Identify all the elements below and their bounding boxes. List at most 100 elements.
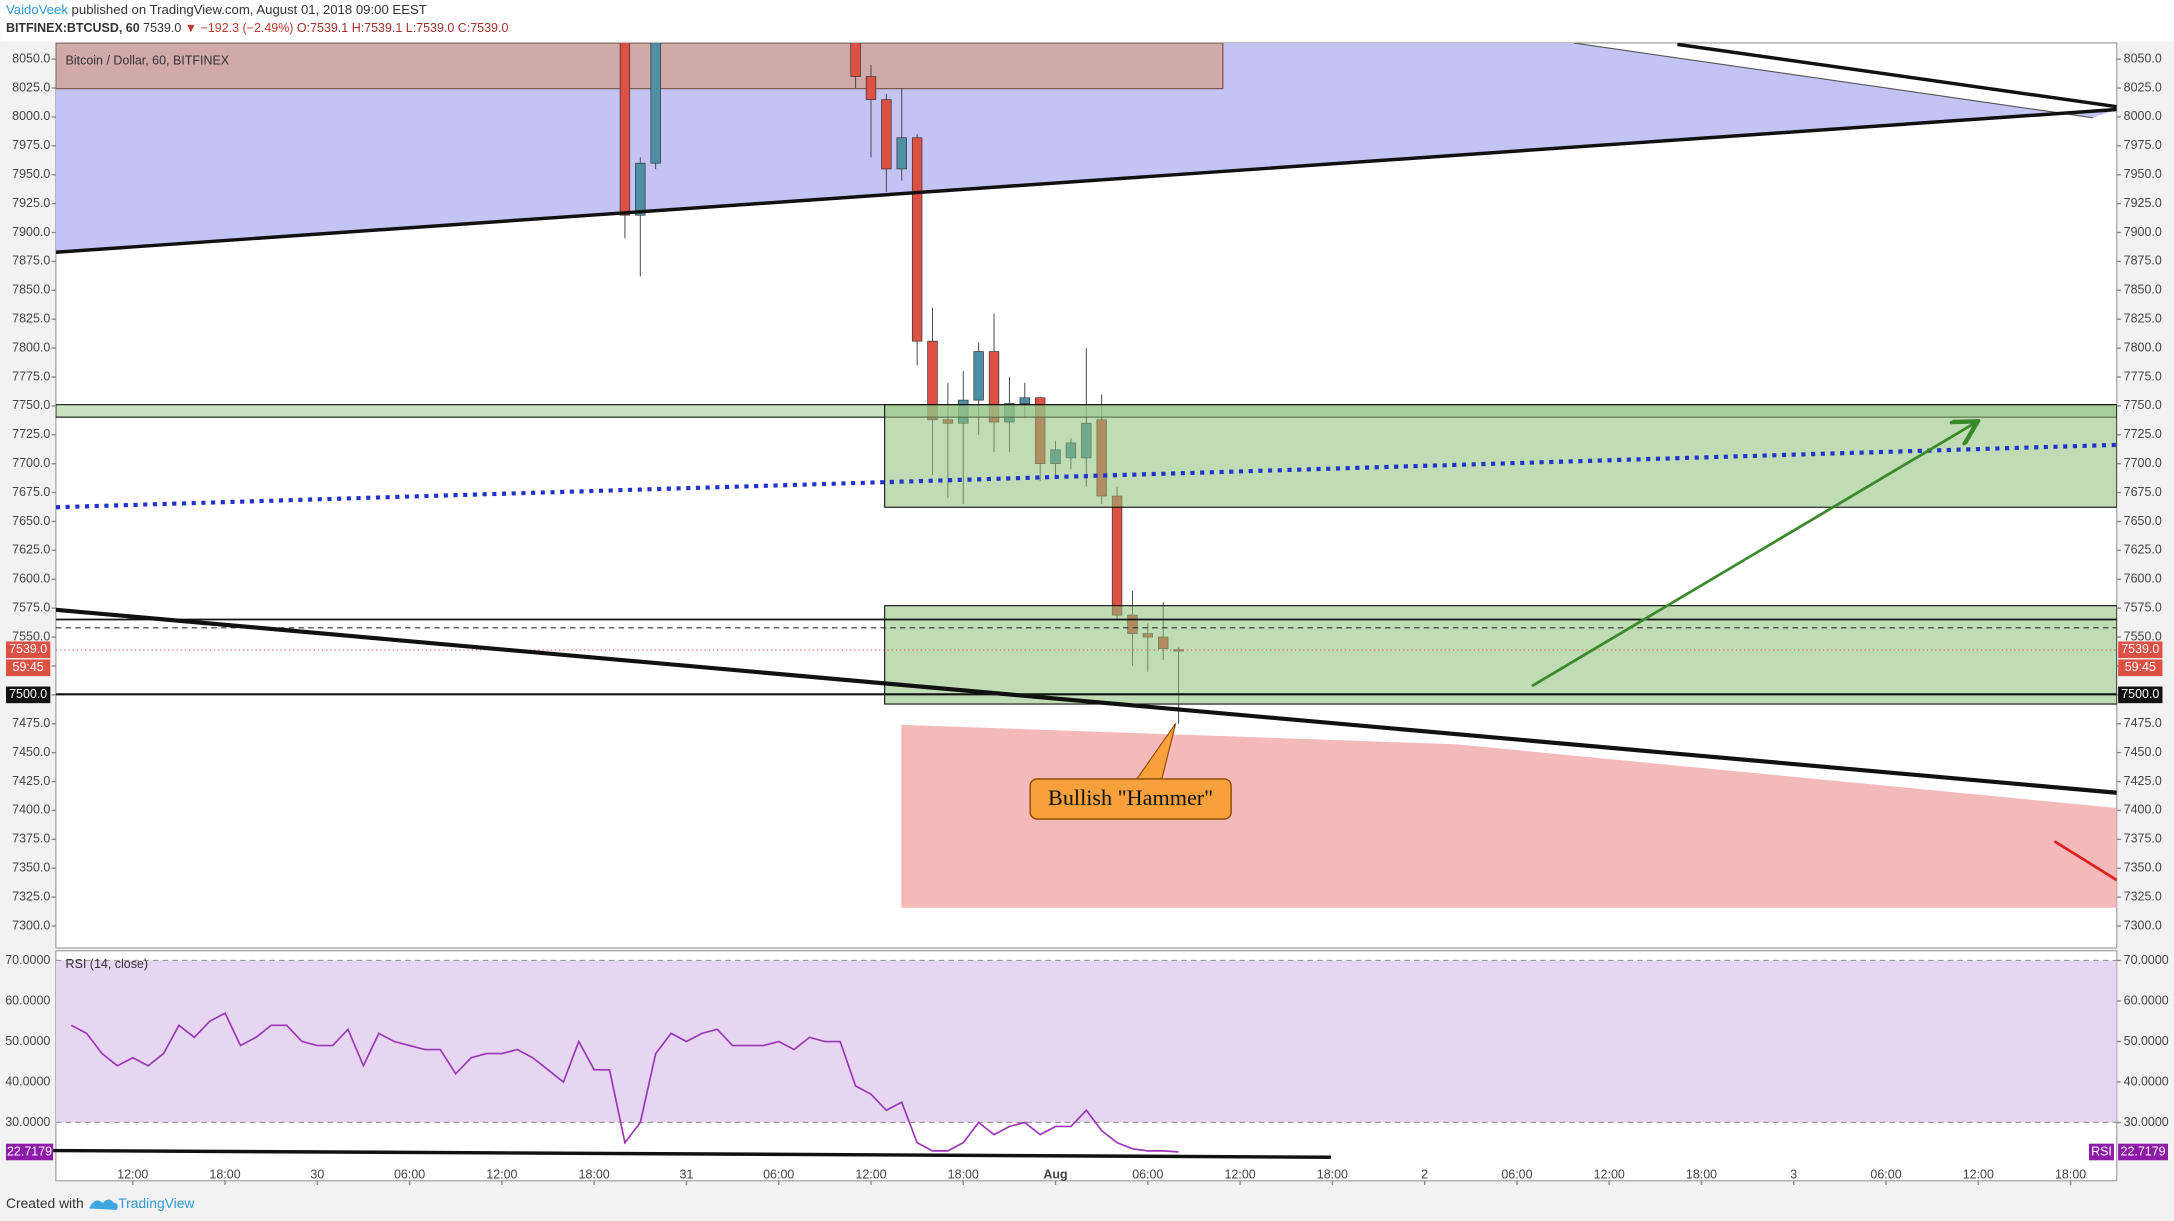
y-tick-label: 8025.0 bbox=[2124, 80, 2162, 94]
y-tick-label-left: 7400.0 bbox=[12, 803, 50, 817]
y-tick-label-left: 7900.0 bbox=[12, 225, 50, 239]
ohlc: O:7539.1 H:7539.1 L:7539.0 C:7539.0 bbox=[297, 21, 509, 35]
price-start-box bbox=[5, 641, 51, 659]
price-end-box bbox=[2118, 641, 2163, 659]
x-tick-label: 06:00 bbox=[763, 1168, 794, 1182]
y-tick-label: 7700.0 bbox=[2124, 456, 2162, 470]
trendline-top bbox=[1677, 42, 2117, 109]
y-tick-label-left: 7750.0 bbox=[12, 398, 50, 412]
y-tick-label-left: 7675.0 bbox=[12, 485, 50, 499]
blue-wedge bbox=[55, 42, 2117, 253]
candle-body bbox=[911, 137, 923, 342]
y-tick-label: 7600.0 bbox=[2124, 572, 2162, 586]
level-label: 7500.0 bbox=[2121, 687, 2159, 701]
trendline-lower bbox=[55, 607, 2117, 795]
y-tick-label: 7425.0 bbox=[2124, 774, 2162, 788]
header-symbol-line: BITFINEX:BTCUSD, 60 7539.0 ▼ −192.3 (−2.… bbox=[6, 21, 508, 35]
y-tick-label: 7675.0 bbox=[2124, 485, 2162, 499]
level-end-box bbox=[2118, 686, 2163, 704]
wedge-edge bbox=[1573, 42, 2094, 119]
y-tick-label-left: 8050.0 bbox=[12, 51, 50, 65]
y-tick-label-left: 7850.0 bbox=[12, 283, 50, 297]
x-tick-label: 12:00 bbox=[1225, 1168, 1256, 1182]
countdown-start-box bbox=[5, 659, 51, 677]
countdown-end-box bbox=[2118, 659, 2163, 677]
x-tick-label: 06:00 bbox=[1501, 1168, 1532, 1182]
tradingview-logo bbox=[89, 1199, 118, 1210]
x-tick-label: 12:00 bbox=[1963, 1168, 1994, 1182]
y-tick-label: 7800.0 bbox=[2124, 340, 2162, 354]
rsi-drawings bbox=[55, 959, 2117, 1153]
x-tick-label: 12:00 bbox=[855, 1168, 886, 1182]
y-tick-label: 7775.0 bbox=[2124, 369, 2162, 383]
y-tick-label: 8050.0 bbox=[2124, 51, 2162, 65]
x-tick-label: 06:00 bbox=[1870, 1168, 1901, 1182]
rsi-legend: RSI (14, close) bbox=[66, 957, 148, 971]
y-tick-label: 7750.0 bbox=[2124, 398, 2162, 412]
y-tick-label: 7975.0 bbox=[2124, 138, 2162, 152]
y-tick-label: 7625.0 bbox=[2124, 543, 2162, 557]
rsi-value-label: 22.7179 bbox=[2121, 1144, 2166, 1158]
y-tick-label: 7350.0 bbox=[2124, 861, 2162, 875]
y-tick-label-left: 7300.0 bbox=[12, 918, 50, 932]
change: ▼ −192.3 (−2.49%) bbox=[185, 21, 294, 35]
y-tick-label: 7475.0 bbox=[2124, 716, 2162, 730]
price-label: 7539.0 bbox=[9, 642, 47, 656]
header-bar bbox=[0, 0, 2174, 42]
x-tick-label: 18:00 bbox=[948, 1168, 979, 1182]
resistance-zone bbox=[55, 42, 1224, 90]
y-tick-label: 7575.0 bbox=[2124, 600, 2162, 614]
x-tick-label: 18:00 bbox=[1686, 1168, 1717, 1182]
y-tick-label: 7875.0 bbox=[2124, 254, 2162, 268]
y-tick-label-left: 7925.0 bbox=[12, 196, 50, 210]
y-tick-label-left: 7475.0 bbox=[12, 716, 50, 730]
countdown-label: 59:45 bbox=[2125, 660, 2156, 674]
footer-created: Created with bbox=[6, 1195, 84, 1211]
published: published on TradingView.com, August 01,… bbox=[72, 3, 427, 18]
candle-body bbox=[973, 351, 984, 401]
x-tick-label: 12:00 bbox=[1594, 1168, 1625, 1182]
footer-bar bbox=[0, 1191, 2174, 1221]
y-tick-label-left: 7575.0 bbox=[12, 600, 50, 614]
pink-zone bbox=[901, 724, 2117, 908]
y-tick-label-left: 7450.0 bbox=[12, 745, 50, 759]
x-tick-label: 18:00 bbox=[2055, 1168, 2086, 1182]
footer-brand[interactable]: TradingView bbox=[118, 1195, 195, 1211]
trendline-upper bbox=[55, 107, 2117, 254]
price-label: 7539.0 bbox=[2121, 642, 2159, 656]
x-tick-label: 31 bbox=[679, 1168, 693, 1182]
y-tick-label-left: 7950.0 bbox=[12, 167, 50, 181]
rsi-y-tick-label-left: 50.0000 bbox=[5, 1034, 50, 1048]
x-tick-label: Aug bbox=[1043, 1168, 1067, 1182]
rsi-y-tick-label: 50.0000 bbox=[2124, 1034, 2169, 1048]
y-tick-label: 7850.0 bbox=[2124, 283, 2162, 297]
candle-body bbox=[881, 99, 892, 170]
candle-body bbox=[850, 42, 861, 77]
y-tick-label-left: 7700.0 bbox=[12, 456, 50, 470]
level-start-box bbox=[5, 686, 51, 704]
y-tick-label: 7450.0 bbox=[2124, 745, 2162, 759]
author[interactable]: VaidoVeek bbox=[6, 3, 68, 18]
background-drawings bbox=[55, 42, 2117, 908]
red-line bbox=[2053, 840, 2117, 882]
rsi-line bbox=[70, 1011, 1179, 1153]
rsi-value-box-left bbox=[5, 1143, 54, 1161]
y-tick-label-left: 7325.0 bbox=[12, 889, 50, 903]
rsi-y-tick-label: 30.0000 bbox=[2124, 1115, 2169, 1129]
rsi-y-tick-label-left: 60.0000 bbox=[5, 993, 50, 1007]
chart-legend: Bitcoin / Dollar, 60, BITFINEX bbox=[66, 53, 230, 67]
candle-body bbox=[896, 137, 907, 170]
y-tick-label-left: 7775.0 bbox=[12, 369, 50, 383]
x-tick-label: 12:00 bbox=[486, 1168, 517, 1182]
rsi-name-box bbox=[2089, 1143, 2114, 1161]
y-tick-label: 7950.0 bbox=[2124, 167, 2162, 181]
y-tick-label: 7900.0 bbox=[2124, 225, 2162, 239]
y-tick-label-left: 8000.0 bbox=[12, 109, 50, 123]
y-tick-label-left: 7625.0 bbox=[12, 543, 50, 557]
callout-text: Bullish "Hammer" bbox=[1048, 785, 1213, 810]
y-tick-label: 7325.0 bbox=[2124, 889, 2162, 903]
rsi-y-tick-label: 70.0000 bbox=[2124, 953, 2169, 967]
green-arrow bbox=[1531, 423, 1975, 688]
y-tick-label-left: 7425.0 bbox=[12, 774, 50, 788]
rsi-y-tick-label: 60.0000 bbox=[2124, 993, 2169, 1007]
